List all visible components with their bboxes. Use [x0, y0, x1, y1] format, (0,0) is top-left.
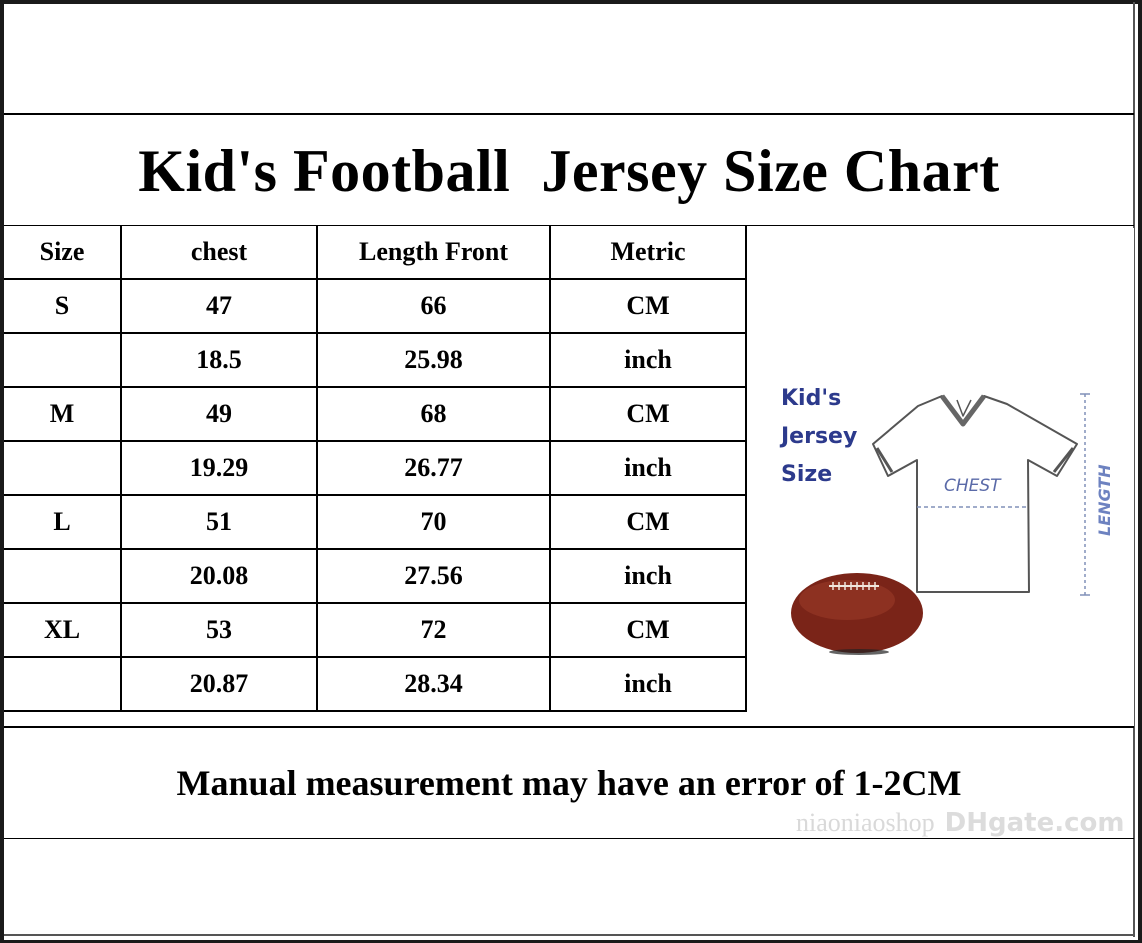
watermark: niaoniaoshop DHgate.com	[796, 808, 1124, 838]
table-row: 20.87 28.34 inch	[4, 656, 747, 712]
length-label: LENGTH	[1095, 464, 1114, 536]
jersey-icon	[872, 394, 1078, 593]
chest-label: CHEST	[944, 476, 1002, 496]
cell-length: 26.77	[316, 440, 551, 496]
jersey-football-graphic: CHEST LENGTH	[791, 393, 1114, 655]
watermark-brand: DHgate.com	[944, 808, 1125, 838]
page-title: Kid's Football Jersey Size Chart	[138, 137, 1000, 204]
cell-chest: 49	[120, 386, 318, 442]
cell-size: S	[4, 278, 122, 334]
cell-metric: CM	[549, 386, 747, 442]
frame-shadow-bottom	[4, 934, 1135, 936]
jersey-illustration: Kid's Jersey Size CHEST LENGTH	[747, 228, 1134, 726]
table-row: 18.5 25.98 inch	[4, 332, 747, 388]
table-row: 19.29 26.77 inch	[4, 440, 747, 496]
cell-metric: CM	[549, 278, 747, 334]
header-size: Size	[4, 226, 122, 280]
table-row: S 47 66 CM	[4, 278, 747, 334]
cell-length: 66	[316, 278, 551, 334]
cell-length: 72	[316, 602, 551, 658]
cell-chest: 51	[120, 494, 318, 550]
divider-note-bottom	[4, 838, 1134, 839]
divider-table-bottom	[4, 726, 1134, 728]
cell-chest: 19.29	[120, 440, 318, 496]
divider-top	[4, 113, 1134, 115]
header-length-front: Length Front	[316, 226, 551, 280]
table-header-row: Size chest Length Front Metric	[4, 226, 747, 280]
divider-title	[4, 225, 1134, 226]
label-line-kids: Kid's	[781, 386, 842, 411]
cell-metric: inch	[549, 332, 747, 388]
watermark-shop: niaoniaoshop	[796, 808, 935, 837]
cell-size: XL	[4, 602, 122, 658]
cell-chest: 20.87	[120, 656, 318, 712]
header-metric: Metric	[549, 226, 747, 280]
cell-chest: 18.5	[120, 332, 318, 388]
measurement-note: Manual measurement may have an error of …	[176, 763, 962, 803]
size-table: Size chest Length Front Metric S 47 66 C…	[4, 226, 747, 712]
cell-metric: CM	[549, 494, 747, 550]
cell-size	[4, 332, 122, 388]
cell-size: L	[4, 494, 122, 550]
cell-size	[4, 548, 122, 604]
table-row: M 49 68 CM	[4, 386, 747, 442]
cell-length: 68	[316, 386, 551, 442]
cell-size	[4, 656, 122, 712]
cell-metric: CM	[549, 602, 747, 658]
cell-size: M	[4, 386, 122, 442]
cell-length: 25.98	[316, 332, 551, 388]
label-line-jersey: Jersey	[781, 424, 858, 449]
cell-length: 28.34	[316, 656, 551, 712]
table-row: XL 53 72 CM	[4, 602, 747, 658]
cell-metric: inch	[549, 656, 747, 712]
table-row: 20.08 27.56 inch	[4, 548, 747, 604]
header-chest: chest	[120, 226, 318, 280]
cell-chest: 47	[120, 278, 318, 334]
cell-length: 70	[316, 494, 551, 550]
cell-metric: inch	[549, 548, 747, 604]
cell-chest: 20.08	[120, 548, 318, 604]
table-row: L 51 70 CM	[4, 494, 747, 550]
cell-metric: inch	[549, 440, 747, 496]
label-line-size: Size	[781, 462, 833, 487]
frame-shadow-right	[1133, 2, 1135, 937]
cell-length: 27.56	[316, 548, 551, 604]
jersey-size-label: Kid's Jersey Size	[781, 380, 857, 494]
cell-size	[4, 440, 122, 496]
football-icon	[791, 573, 923, 655]
cell-chest: 53	[120, 602, 318, 658]
